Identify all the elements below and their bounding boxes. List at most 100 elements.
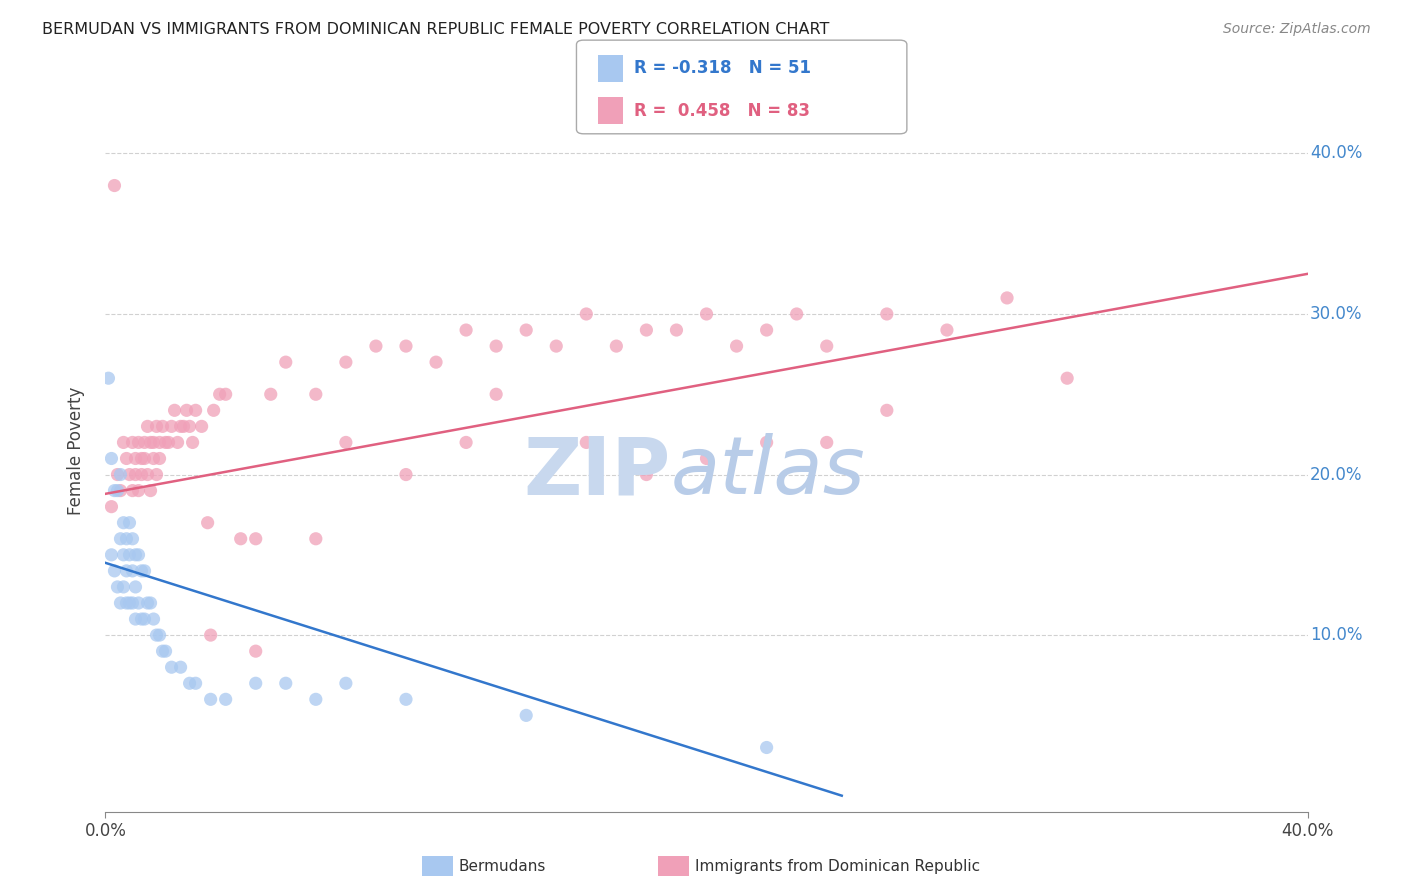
Point xyxy=(160,419,183,434)
Point xyxy=(197,516,219,530)
Point xyxy=(184,676,207,690)
Point xyxy=(184,403,207,417)
Point xyxy=(485,387,508,401)
Text: R =  0.458   N = 83: R = 0.458 N = 83 xyxy=(634,102,810,120)
Point xyxy=(755,740,778,755)
Point xyxy=(214,387,236,401)
Point xyxy=(155,435,177,450)
Point xyxy=(260,387,283,401)
Point xyxy=(142,612,165,626)
Point xyxy=(305,692,328,706)
Point xyxy=(124,612,146,626)
Point xyxy=(274,355,297,369)
Point xyxy=(124,451,146,466)
Point xyxy=(575,307,598,321)
Point xyxy=(112,548,135,562)
Point xyxy=(152,644,174,658)
Point xyxy=(395,339,418,353)
Point xyxy=(636,467,658,482)
Point xyxy=(128,483,150,498)
Text: 10.0%: 10.0% xyxy=(1310,626,1362,644)
Point xyxy=(665,323,688,337)
Point xyxy=(335,355,357,369)
Point xyxy=(190,419,212,434)
Point xyxy=(124,467,146,482)
Point xyxy=(136,419,159,434)
Point xyxy=(112,516,135,530)
Point xyxy=(815,339,838,353)
Point xyxy=(229,532,252,546)
Point xyxy=(179,419,201,434)
Point xyxy=(636,323,658,337)
Point xyxy=(515,708,537,723)
Point xyxy=(136,596,159,610)
Point xyxy=(245,676,267,690)
Text: Bermudans: Bermudans xyxy=(458,859,546,873)
Point xyxy=(815,435,838,450)
Point xyxy=(118,548,141,562)
Point xyxy=(454,435,477,450)
Point xyxy=(145,628,167,642)
Point xyxy=(335,676,357,690)
Point xyxy=(454,323,477,337)
Point xyxy=(110,532,132,546)
Point xyxy=(124,548,146,562)
Point xyxy=(131,564,153,578)
Point xyxy=(876,403,898,417)
Point xyxy=(485,339,508,353)
Point xyxy=(395,467,418,482)
Point xyxy=(245,644,267,658)
Point xyxy=(142,451,165,466)
Point xyxy=(148,435,170,450)
Point xyxy=(546,339,568,353)
Point xyxy=(145,467,167,482)
Text: ZIP: ZIP xyxy=(523,434,671,511)
Point xyxy=(208,387,231,401)
Point xyxy=(100,500,122,514)
Point xyxy=(995,291,1018,305)
Point xyxy=(128,548,150,562)
Point xyxy=(181,435,204,450)
Point xyxy=(202,403,225,417)
Point xyxy=(179,676,201,690)
Point xyxy=(395,692,418,706)
Point xyxy=(134,435,156,450)
Point xyxy=(107,467,129,482)
Point xyxy=(100,548,122,562)
Point xyxy=(139,596,162,610)
Point xyxy=(364,339,387,353)
Point xyxy=(936,323,959,337)
Point xyxy=(118,596,141,610)
Point xyxy=(121,596,143,610)
Point xyxy=(131,451,153,466)
Point xyxy=(214,692,236,706)
Point xyxy=(166,435,188,450)
Point xyxy=(131,612,153,626)
Point xyxy=(176,403,198,417)
Point xyxy=(696,307,718,321)
Point xyxy=(134,564,156,578)
Point xyxy=(725,339,748,353)
Point xyxy=(139,483,162,498)
Point xyxy=(425,355,447,369)
Point xyxy=(107,580,129,594)
Point xyxy=(136,467,159,482)
Point xyxy=(124,580,146,594)
Point xyxy=(148,628,170,642)
Point xyxy=(115,564,138,578)
Point xyxy=(1056,371,1078,385)
Point xyxy=(121,483,143,498)
Point xyxy=(128,596,150,610)
Point xyxy=(110,483,132,498)
Point xyxy=(169,419,191,434)
Point xyxy=(121,564,143,578)
Text: 40.0%: 40.0% xyxy=(1310,145,1362,162)
Point xyxy=(134,612,156,626)
Point xyxy=(160,660,183,674)
Text: 20.0%: 20.0% xyxy=(1310,466,1362,483)
Point xyxy=(139,435,162,450)
Text: R = -0.318   N = 51: R = -0.318 N = 51 xyxy=(634,60,811,78)
Point xyxy=(110,596,132,610)
Point xyxy=(134,451,156,466)
Point xyxy=(575,435,598,450)
